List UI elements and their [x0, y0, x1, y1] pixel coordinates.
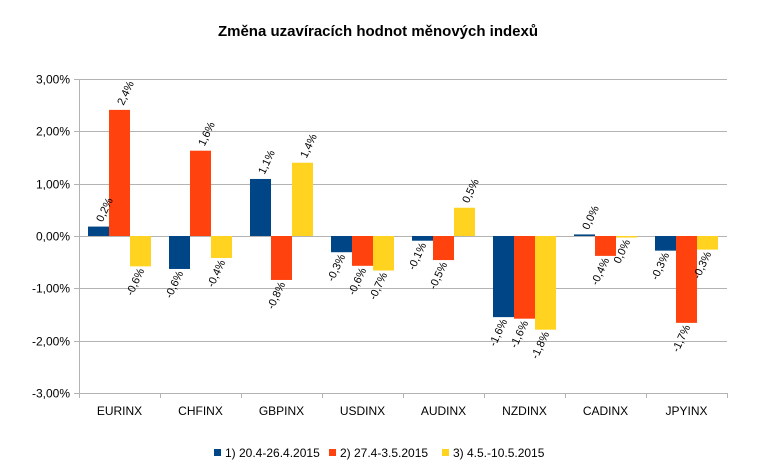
bar: [655, 236, 676, 251]
y-axis: 3,00% 2,00% 1,00% 0,00% -1,00% -2,00% -3,00%: [32, 73, 728, 401]
legend-swatch: [329, 449, 336, 456]
bar: [412, 236, 433, 241]
data-label: 1,6%: [196, 120, 218, 148]
chart-title: Změna uzavíracích hodnot měnových indexů: [218, 23, 538, 40]
bar: [211, 236, 232, 258]
y-tick-label: 1,00%: [36, 178, 70, 192]
data-label: -0,3%: [325, 252, 348, 283]
bar: [535, 236, 556, 330]
data-label: -0,6%: [163, 269, 186, 300]
bars: [88, 109, 718, 330]
bar: [271, 236, 292, 280]
bar: [352, 236, 373, 266]
data-label: -0,5%: [427, 260, 450, 291]
bar: [433, 236, 454, 261]
bar: [616, 236, 637, 238]
data-label: -1,6%: [508, 319, 531, 350]
bar: [331, 236, 352, 253]
legend-label: 3) 4.5.-10.5.2015: [453, 446, 545, 460]
bar: [697, 236, 718, 250]
data-labels: 0,2%-0,6%1,1%-0,3% -0,1%-1,6%0,0%-0,3%2,4…: [94, 79, 714, 361]
y-tick-label: 2,00%: [36, 125, 70, 139]
data-label: 0,0%: [580, 204, 602, 232]
data-label: -0,3%: [649, 251, 672, 282]
bar: [574, 234, 595, 236]
x-tick-label: CHFINX: [178, 404, 223, 418]
x-tick-label: GBPINX: [259, 404, 304, 418]
bar: [514, 236, 535, 319]
bar: [454, 207, 475, 236]
bar: [250, 178, 271, 236]
legend-label: 1) 20.4-26.4.2015: [225, 446, 320, 460]
data-label: -0,8%: [265, 280, 288, 311]
y-tick-label: -1,00%: [32, 282, 70, 296]
x-tick-label: JPYINX: [665, 404, 707, 418]
legend-swatch: [214, 449, 221, 456]
x-tick-label: NZDINX: [502, 404, 547, 418]
x-tick-label: USDINX: [340, 404, 385, 418]
x-tick-label: AUDINX: [421, 404, 466, 418]
x-tick-label: CADINX: [583, 404, 628, 418]
data-label: -1,6%: [487, 317, 510, 348]
y-tick-label: 0,00%: [36, 230, 70, 244]
y-tick-label: -3,00%: [32, 387, 70, 401]
data-label: -0,7%: [367, 271, 390, 302]
legend: 1) 20.4-26.4.2015 2) 27.4-3.5.2015 3) 4.5.…: [214, 446, 545, 460]
data-label: -1,7%: [670, 323, 693, 354]
x-axis: EURINX CHFINX GBPINX USDINX AUDINX NZDINX CADI…: [97, 404, 708, 418]
y-tick-label: 3,00%: [36, 73, 70, 87]
data-label: -0,4%: [205, 258, 228, 289]
data-label: -1,8%: [529, 330, 552, 361]
bar: [169, 236, 190, 269]
legend-label: 2) 27.4-3.5.2015: [340, 446, 428, 460]
data-label: 2,4%: [115, 79, 137, 107]
bar: [109, 109, 130, 236]
x-tick-label: EURINX: [97, 404, 142, 418]
data-label: 1,4%: [298, 132, 320, 160]
bar: [130, 236, 151, 267]
bar: [676, 236, 697, 323]
data-label: -0,6%: [124, 266, 147, 297]
bar: [292, 162, 313, 236]
data-label: 0,5%: [460, 177, 482, 205]
bar: [595, 236, 616, 256]
data-label: -0,6%: [346, 266, 369, 297]
bar: [190, 150, 211, 236]
y-tick-label: -2,00%: [32, 335, 70, 349]
data-label: -0,4%: [589, 256, 612, 287]
data-label: 1,1%: [256, 148, 278, 176]
data-label: -0,1%: [406, 241, 429, 272]
legend-swatch: [442, 449, 449, 456]
bar: [493, 236, 514, 318]
bar: [88, 226, 109, 236]
bar: [373, 236, 394, 271]
